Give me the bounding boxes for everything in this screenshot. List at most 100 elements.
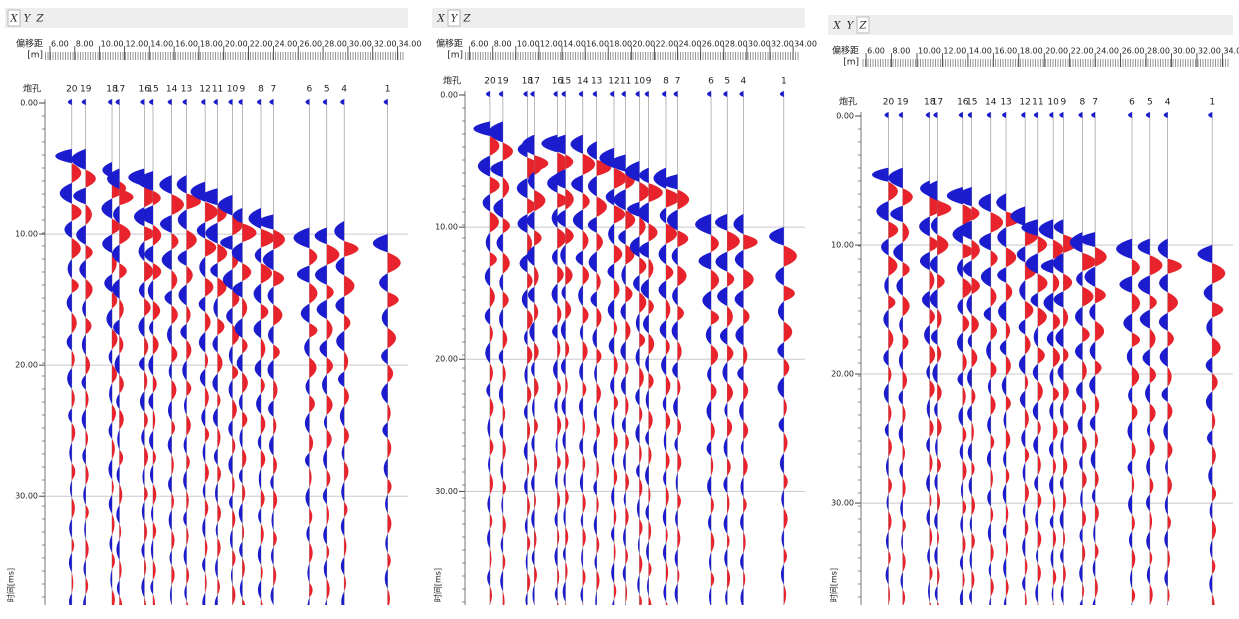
tab[interactable]	[21, 10, 33, 26]
x-tick-label: 10.00	[517, 40, 540, 49]
x-tick-label: 10.00	[918, 47, 941, 56]
wiggle-lobe	[1119, 275, 1133, 294]
wiggle-lobe	[1165, 458, 1168, 476]
wiggle-lobe	[387, 364, 394, 383]
wiggle-lobe	[715, 251, 728, 272]
wiggle-lobe	[525, 592, 528, 605]
wiggle-lobe	[937, 200, 952, 217]
wiggle-lobe	[727, 458, 731, 476]
tab[interactable]	[447, 9, 461, 27]
wiggle-lobe	[205, 277, 214, 297]
wiggle-lobe	[648, 258, 654, 279]
wiggle-lobe	[232, 365, 239, 380]
tab[interactable]	[34, 10, 46, 26]
wiggle-lobe	[201, 99, 206, 105]
wiggle-lobe	[534, 492, 537, 509]
wiggle-lobe	[1167, 441, 1173, 459]
wiggle-lobe	[270, 547, 274, 566]
wiggle-lobe	[971, 239, 980, 261]
wiggle-lobe	[273, 490, 278, 511]
wiggle-lobe	[1158, 312, 1168, 331]
wiggle-lobe	[596, 272, 601, 292]
wiggle-lobe	[1037, 563, 1041, 583]
wiggle-lobe	[1032, 363, 1038, 382]
trace-label: 6	[708, 77, 714, 87]
wiggle-lobe	[387, 327, 397, 349]
wiggle-lobe	[268, 434, 274, 456]
wiggle-lobe	[937, 308, 942, 330]
tab[interactable]	[831, 17, 843, 33]
wiggle-lobe	[1212, 594, 1215, 605]
wiggle-lobe	[116, 505, 120, 524]
tab[interactable]	[844, 17, 856, 33]
tab-label[interactable]: Z	[463, 14, 472, 25]
x-tick-label: 12.00	[540, 40, 563, 49]
wiggle-lobe	[1060, 435, 1064, 457]
wiggle-lobe	[1053, 458, 1056, 475]
wiggle-lobe	[166, 324, 172, 346]
wiggle-lobe	[582, 265, 590, 286]
wiggle-lobe	[184, 584, 187, 601]
wiggle-lobe	[1212, 262, 1226, 284]
wiggle-lobe	[614, 354, 618, 377]
tab-label[interactable]: Y	[451, 14, 459, 25]
wiggle-lobe	[502, 142, 513, 161]
wiggle-lobe	[987, 488, 991, 507]
wiggle-lobe	[81, 99, 86, 105]
wiggle-lobe	[743, 531, 746, 553]
tab[interactable]	[856, 16, 870, 34]
tab[interactable]	[461, 10, 473, 26]
wiggle-lobe	[1095, 247, 1107, 267]
y-tick-label: 0.00	[836, 112, 854, 121]
trace-label: 12	[608, 77, 619, 87]
wiggle-lobe	[557, 304, 562, 324]
x-tick-label: 22.00	[1071, 47, 1094, 56]
wiggle-lobe	[781, 489, 784, 509]
wiggle-lobe	[257, 214, 274, 230]
tab-label[interactable]: X	[436, 14, 445, 25]
wiggle-lobe	[1082, 543, 1086, 564]
tab[interactable]	[7, 9, 21, 27]
wiggle-lobe	[735, 324, 744, 346]
wiggle-lobe	[783, 285, 795, 302]
wiggle-lobe	[614, 467, 618, 487]
wiggle-lobe	[309, 433, 314, 453]
wiggle-lobe	[737, 365, 744, 382]
wiggle-lobe	[743, 268, 754, 290]
tab-label[interactable]: Y	[847, 21, 855, 32]
wiggle-lobe	[140, 99, 145, 105]
tab-label[interactable]: Y	[24, 14, 32, 25]
wiggle-lobe	[213, 99, 218, 105]
trace-label: 11	[1032, 98, 1043, 108]
wiggle-lobe	[711, 421, 715, 442]
wiggle-lobe	[582, 153, 596, 175]
wiggle-lobe	[1057, 362, 1064, 382]
wiggle-lobe	[1209, 540, 1213, 559]
tab-label[interactable]: Z	[859, 21, 868, 32]
x-axis-label: 偏移距	[832, 45, 859, 57]
tab-label[interactable]: X	[832, 21, 841, 32]
wiggle-lobe	[1006, 429, 1011, 451]
wiggle-lobe	[488, 121, 503, 143]
trace-label: 19	[80, 85, 92, 95]
wiggle-lobe	[527, 572, 531, 593]
wiggle-lobe	[594, 553, 597, 571]
wiggle-lobe	[186, 600, 189, 605]
wiggle-lobe	[937, 530, 940, 546]
tab-label[interactable]: X	[9, 14, 18, 25]
tab[interactable]	[435, 10, 447, 26]
wiggle-lobe	[1074, 306, 1083, 327]
wiggle-lobe	[212, 407, 218, 428]
wiggle-lobe	[85, 244, 93, 260]
wiggle-lobe	[1091, 112, 1096, 118]
wiggle-lobe	[902, 478, 906, 499]
wiggle-lobe	[499, 273, 503, 292]
wiggle-lobe	[1049, 112, 1054, 118]
wiggle-lobe	[1127, 460, 1133, 475]
x-tick-label: 30.00	[1172, 47, 1195, 56]
wiggle-lobe	[593, 404, 597, 423]
tab-label[interactable]: Z	[36, 14, 45, 25]
wiggle-lobe	[228, 345, 233, 366]
trace-label: 12	[199, 85, 210, 95]
wiggle-lobe	[82, 299, 86, 318]
